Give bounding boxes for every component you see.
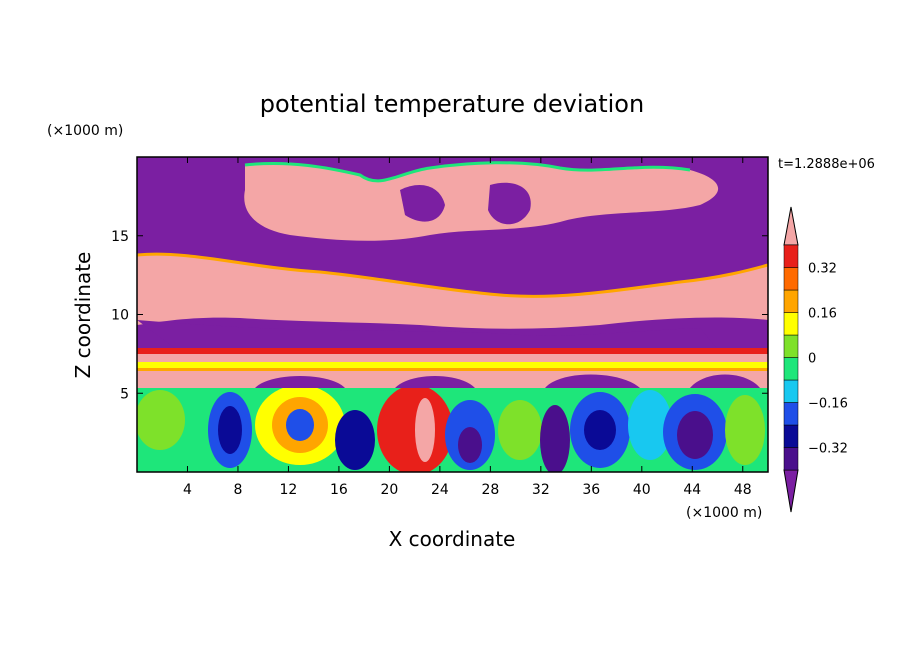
colorbar: 0.32 0.16 0 −0.16 −0.32 — [783, 206, 848, 513]
x-axis-ticks: 4 8 12 16 20 24 28 32 36 40 44 48 — [183, 157, 752, 498]
upper-cold-blob — [400, 185, 445, 222]
colorbar-tick-label: −0.16 — [808, 397, 848, 412]
x-axis-label: X coordinate — [389, 527, 516, 551]
lower-cold-cap — [690, 374, 760, 388]
lower-eddy — [415, 398, 435, 462]
warm-band-orange-edge — [137, 252, 768, 298]
colorbar-band — [783, 402, 799, 426]
x-tick-label: 32 — [532, 482, 550, 498]
x-tick-label: 16 — [330, 482, 348, 498]
colorbar-tick-label: 0.32 — [808, 262, 837, 277]
x-tick-label: 12 — [280, 482, 298, 498]
upper-warm-region — [244, 162, 719, 241]
x-tick-label: 40 — [633, 482, 651, 498]
colorbar-band — [783, 267, 799, 291]
colorbar-band — [783, 244, 799, 268]
x-tick-label: 24 — [431, 482, 449, 498]
lower-eddy — [498, 400, 542, 460]
upper-cold-blob — [488, 182, 531, 225]
lower-cold-cap — [395, 376, 475, 388]
y-axis-ticks: 5 10 15 — [111, 229, 768, 402]
lower-eddy — [677, 411, 713, 459]
y-tick-label: 15 — [111, 229, 129, 245]
colorbar-band — [783, 357, 799, 381]
layer-pink — [137, 354, 768, 362]
lower-eddy — [286, 409, 314, 441]
colorbar-band — [783, 447, 799, 471]
colorbar-band — [783, 334, 799, 358]
x-tick-label: 44 — [683, 482, 701, 498]
x-unit-label: (×1000 m) — [686, 505, 762, 521]
colorbar-band — [783, 379, 799, 403]
colorbar-band — [783, 312, 799, 336]
y-unit-label: (×1000 m) — [47, 123, 123, 139]
lower-eddy — [458, 427, 482, 463]
lower-cold-cap — [545, 374, 640, 388]
x-tick-label: 28 — [481, 482, 499, 498]
contour-field — [137, 157, 768, 472]
lower-eddy — [628, 390, 672, 460]
x-tick-label: 48 — [734, 482, 752, 498]
y-axis-label: Z coordinate — [71, 252, 95, 379]
lower-eddy — [377, 385, 453, 472]
time-label: t=1.2888e+06 — [778, 157, 875, 172]
chart-title: potential temperature deviation — [260, 90, 644, 118]
colorbar-band — [783, 424, 799, 448]
warm-band-middle — [137, 254, 768, 329]
x-tick-label: 20 — [380, 482, 398, 498]
colorbar-tick-label: 0.16 — [808, 307, 837, 322]
colorbar-over-arrow — [783, 206, 799, 246]
layer-yellow — [137, 362, 768, 368]
x-tick-label: 36 — [582, 482, 600, 498]
y-tick-label: 5 — [120, 386, 129, 402]
lower-cold-cap — [255, 376, 345, 388]
colorbar-band — [783, 289, 799, 313]
x-tick-label: 8 — [233, 482, 242, 498]
lower-eddy — [137, 390, 185, 450]
upper-green-fringe — [244, 161, 691, 183]
lower-eddy — [218, 406, 242, 454]
layer-red-top — [137, 348, 768, 354]
cold-tongue — [137, 320, 720, 352]
lower-eddy — [584, 410, 616, 450]
x-tick-label: 4 — [183, 482, 192, 498]
layer-orange — [137, 368, 768, 371]
y-tick-label: 10 — [111, 308, 129, 324]
colorbar-tick-label: 0 — [808, 352, 816, 367]
colorbar-under-arrow — [783, 469, 799, 513]
lower-eddy — [335, 410, 375, 470]
lower-eddy — [725, 395, 765, 465]
colorbar-tick-label: −0.32 — [808, 442, 848, 457]
lower-eddy — [540, 405, 570, 472]
